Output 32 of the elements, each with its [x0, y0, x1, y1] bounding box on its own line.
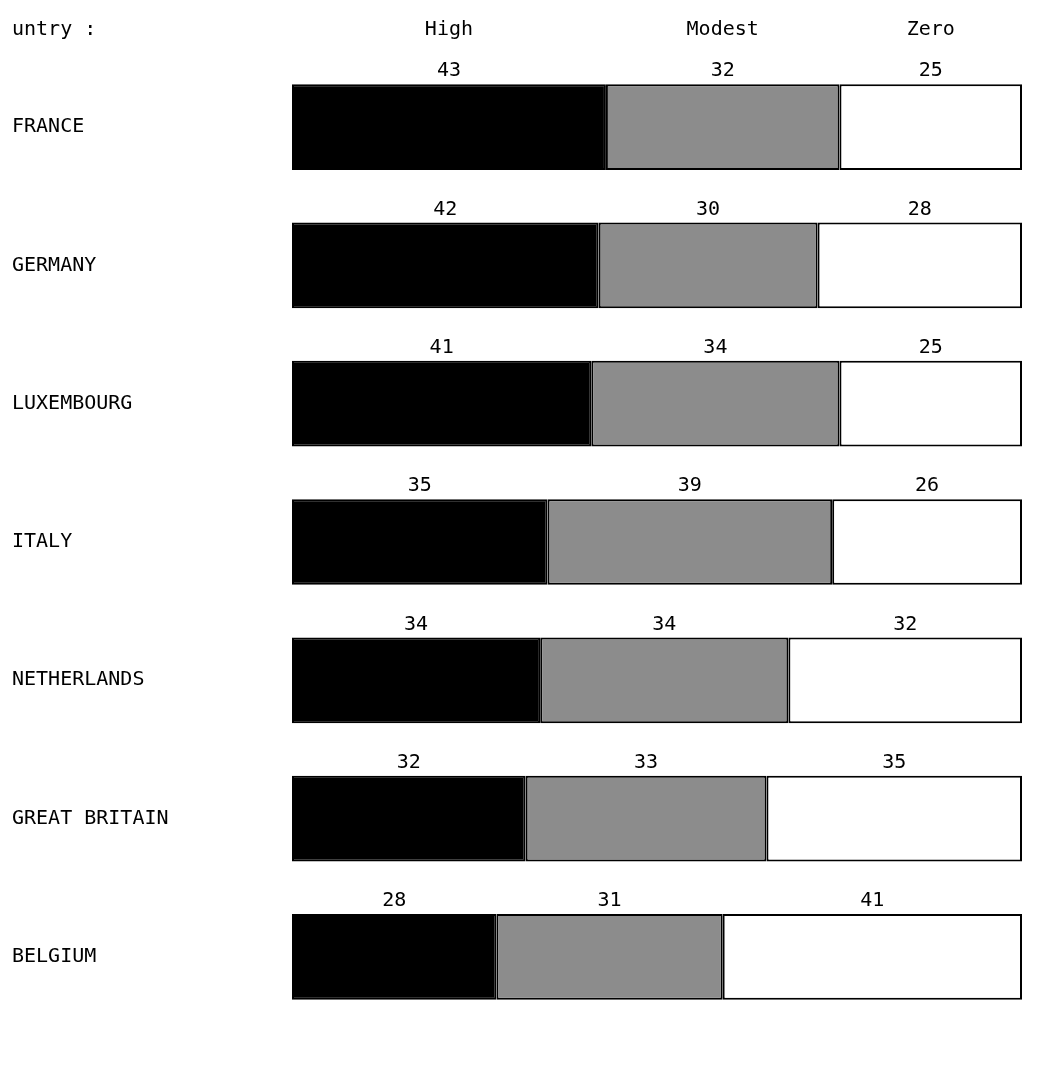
data-label: 34	[703, 334, 728, 359]
y-tick-label: FRANCE	[12, 113, 85, 138]
data-label: 42	[433, 195, 458, 220]
data-label: 35	[882, 748, 907, 773]
y-tick-label: GERMANY	[12, 251, 97, 276]
data-label: 30	[696, 195, 721, 220]
y-axis-title: untry :	[12, 16, 97, 41]
data-label: 26	[915, 472, 940, 497]
data-label: 32	[710, 57, 735, 82]
data-label: 25	[918, 334, 943, 359]
y-tick-label: LUXEMBOURG	[12, 389, 133, 414]
data-label: 41	[860, 887, 885, 912]
data-label: 32	[396, 748, 421, 773]
data-label: 25	[918, 57, 943, 82]
y-tick-label: BELGIUM	[12, 943, 97, 968]
data-label: 43	[436, 57, 461, 82]
data-label: 39	[677, 472, 702, 497]
y-tick-label: GREAT BRITAIN	[12, 804, 169, 829]
data-label: 28	[382, 887, 407, 912]
data-label: 33	[634, 748, 659, 773]
data-label: 31	[597, 887, 622, 912]
data-label: 28	[907, 195, 932, 220]
data-label: 34	[652, 610, 677, 635]
y-tick-label: ITALY	[12, 528, 73, 553]
text: High	[424, 16, 474, 41]
text: Zero	[906, 16, 955, 41]
y-tick-label: NETHERLANDS	[12, 666, 145, 691]
data-label: 34	[404, 610, 429, 635]
data-label: 32	[893, 610, 918, 635]
text: Modest	[686, 16, 759, 41]
data-label: 41	[429, 334, 454, 359]
data-label: 35	[407, 472, 432, 497]
